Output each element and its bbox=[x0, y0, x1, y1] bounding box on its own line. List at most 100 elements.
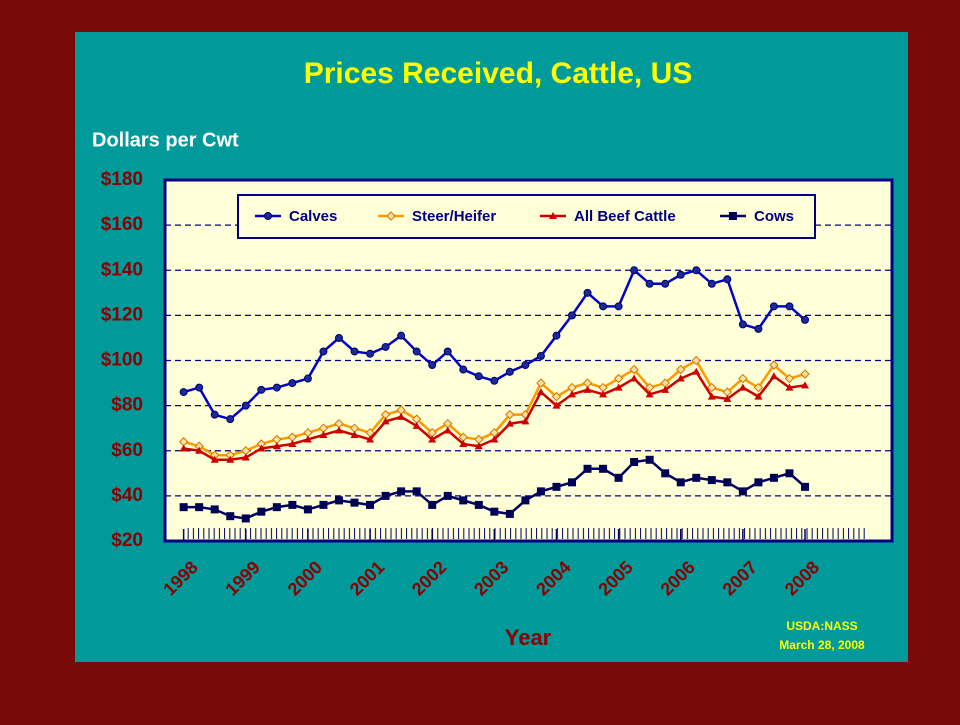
data-point bbox=[676, 478, 685, 487]
data-point bbox=[195, 503, 204, 512]
data-point bbox=[676, 374, 685, 382]
data-point bbox=[397, 487, 406, 496]
data-point bbox=[645, 390, 654, 398]
x-axis-title: Year bbox=[505, 625, 552, 650]
data-point bbox=[381, 491, 390, 500]
data-point bbox=[738, 373, 748, 384]
data-point bbox=[521, 417, 530, 425]
data-point bbox=[692, 266, 701, 275]
data-point bbox=[474, 500, 483, 509]
legend-label: Cows bbox=[754, 208, 794, 225]
legend-marker bbox=[386, 211, 396, 221]
data-point bbox=[707, 382, 717, 393]
data-point bbox=[614, 302, 623, 311]
legend-label: Steer/Heifer bbox=[412, 208, 496, 225]
data-point bbox=[226, 455, 235, 463]
data-point bbox=[381, 417, 390, 425]
data-point bbox=[613, 373, 624, 384]
data-point bbox=[303, 374, 312, 383]
data-point bbox=[536, 378, 546, 388]
y-tick-label: $140 bbox=[101, 259, 143, 280]
data-point bbox=[210, 505, 219, 514]
data-point bbox=[350, 430, 359, 438]
data-point bbox=[226, 415, 235, 424]
data-point bbox=[521, 361, 530, 370]
data-point bbox=[630, 458, 639, 467]
data-point bbox=[754, 478, 763, 487]
legend-label: Calves bbox=[289, 208, 337, 225]
data-point bbox=[599, 464, 608, 473]
data-point bbox=[552, 401, 561, 409]
data-point bbox=[738, 383, 747, 391]
legend-marker bbox=[549, 212, 557, 219]
data-point bbox=[645, 279, 654, 288]
data-point bbox=[490, 435, 499, 443]
data-point bbox=[397, 412, 406, 420]
data-point bbox=[397, 331, 406, 340]
data-point bbox=[567, 478, 576, 487]
data-point bbox=[459, 496, 468, 505]
data-point bbox=[801, 482, 810, 491]
source: USDA:NASS bbox=[786, 619, 857, 633]
y-tick-label: $100 bbox=[101, 350, 143, 371]
data-point bbox=[179, 503, 188, 512]
data-point bbox=[288, 379, 297, 388]
data-point bbox=[645, 455, 654, 464]
data-point bbox=[257, 444, 266, 452]
data-point bbox=[288, 500, 297, 509]
data-point bbox=[412, 421, 421, 429]
minor-ticks bbox=[185, 528, 865, 539]
data-point bbox=[366, 349, 375, 358]
data-point bbox=[381, 342, 390, 351]
data-point bbox=[179, 444, 188, 452]
data-point bbox=[738, 320, 747, 329]
y-tick-label: $60 bbox=[111, 440, 143, 461]
data-point bbox=[769, 372, 778, 380]
data-point bbox=[754, 392, 763, 400]
data-point bbox=[272, 442, 281, 450]
data-point bbox=[785, 469, 794, 478]
y-tick-label: $180 bbox=[101, 169, 143, 190]
source-date: March 28, 2008 bbox=[779, 638, 865, 652]
data-point bbox=[723, 394, 732, 402]
data-point bbox=[801, 315, 810, 324]
data-point bbox=[428, 361, 437, 370]
data-point bbox=[334, 496, 343, 505]
data-point bbox=[784, 373, 795, 384]
data-point bbox=[334, 333, 343, 342]
data-point bbox=[241, 401, 250, 410]
data-point bbox=[319, 430, 328, 438]
data-point bbox=[428, 500, 437, 509]
data-point bbox=[412, 347, 421, 356]
data-point bbox=[753, 382, 764, 393]
data-point bbox=[241, 514, 250, 523]
data-point bbox=[738, 487, 747, 496]
y-axis-title: Dollars per Cwt bbox=[92, 129, 239, 151]
y-tick-label: $120 bbox=[101, 304, 143, 325]
data-point bbox=[551, 391, 562, 402]
data-point bbox=[536, 487, 545, 496]
data-point bbox=[800, 369, 810, 379]
data-point bbox=[319, 500, 328, 509]
data-point bbox=[630, 266, 639, 275]
data-point bbox=[288, 439, 297, 447]
data-point bbox=[536, 388, 545, 396]
legend-marker bbox=[729, 212, 737, 220]
data-point bbox=[521, 496, 530, 505]
data-point bbox=[707, 476, 716, 485]
data-point bbox=[552, 331, 561, 340]
data-point bbox=[785, 383, 794, 391]
data-point bbox=[490, 507, 499, 516]
data-point bbox=[459, 365, 468, 374]
data-point bbox=[583, 288, 592, 297]
data-point bbox=[583, 385, 592, 393]
legend bbox=[237, 194, 816, 239]
data-point bbox=[599, 302, 608, 311]
data-point bbox=[366, 435, 375, 443]
data-point bbox=[629, 364, 639, 375]
data-point bbox=[505, 367, 514, 376]
data-point bbox=[661, 469, 670, 478]
data-point bbox=[210, 455, 219, 463]
data-point bbox=[443, 426, 452, 434]
